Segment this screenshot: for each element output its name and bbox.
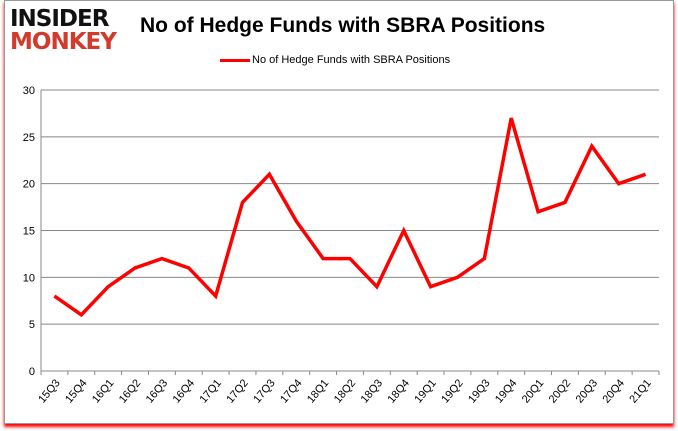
chart-frame	[4, 0, 674, 424]
x-tick-label: 20Q1	[520, 377, 546, 405]
x-tick-label: 16Q2	[117, 377, 143, 405]
logo-insider: INSIDER	[10, 6, 109, 32]
y-tick-label: 0	[29, 366, 35, 378]
x-tick-label: 15Q4	[63, 377, 89, 405]
x-tick-label: 20Q2	[547, 377, 573, 405]
x-tick-label: 21Q1	[627, 377, 653, 405]
series-line	[53, 117, 647, 318]
x-tick-label: 16Q3	[144, 377, 170, 405]
x-tick-label: 15Q3	[36, 377, 62, 405]
x-tick-label: 17Q1	[197, 377, 223, 405]
chart-title: No of Hedge Funds with SBRA Positions	[140, 14, 546, 37]
legend-swatch	[220, 58, 250, 62]
y-tick-label: 30	[23, 85, 35, 97]
y-tick-label: 10	[23, 272, 35, 284]
x-tick-label: 18Q3	[359, 377, 385, 405]
legend-label: No of Hedge Funds with SBRA Positions	[252, 54, 451, 66]
x-tick-label: 17Q3	[251, 377, 277, 405]
x-tick-label: 20Q4	[600, 377, 626, 405]
logo-monkey: MONKEY	[10, 29, 117, 55]
x-tick-label: 19Q4	[493, 377, 519, 405]
x-tick-label: 18Q4	[386, 377, 412, 405]
x-tick-label: 20Q3	[574, 377, 600, 405]
legend: No of Hedge Funds with SBRA Positions	[220, 54, 450, 66]
y-tick-label: 25	[23, 132, 35, 144]
y-tick-label: 15	[23, 226, 35, 238]
x-tick-label: 18Q2	[332, 377, 358, 405]
x-tick-label: 16Q1	[90, 377, 116, 405]
x-tick-label: 19Q2	[439, 377, 465, 405]
y-tick-label: 5	[29, 319, 35, 331]
x-tick-label: 17Q4	[278, 377, 304, 405]
y-tick-label: 20	[23, 179, 35, 191]
x-tick-label: 16Q4	[171, 377, 197, 405]
x-tick-label: 17Q2	[224, 377, 250, 405]
x-tick-label: 19Q3	[466, 377, 492, 405]
x-tick-label: 19Q1	[412, 377, 438, 405]
x-tick-label: 18Q1	[305, 377, 331, 405]
